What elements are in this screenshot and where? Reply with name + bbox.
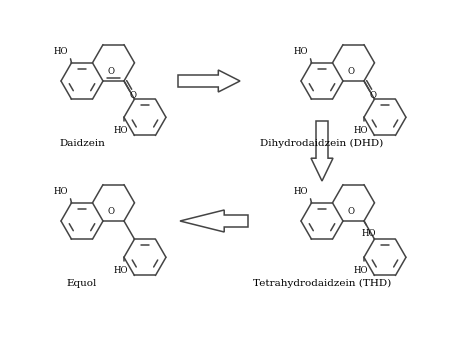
Text: HO: HO bbox=[114, 126, 128, 135]
Text: Equol: Equol bbox=[67, 279, 97, 288]
Text: O: O bbox=[108, 67, 115, 76]
Text: Daidzein: Daidzein bbox=[59, 139, 105, 148]
Polygon shape bbox=[178, 70, 240, 92]
Text: Tetrahydrodaidzein (THD): Tetrahydrodaidzein (THD) bbox=[253, 279, 391, 288]
Text: HO: HO bbox=[54, 47, 69, 56]
Text: Dihydrodaidzein (DHD): Dihydrodaidzein (DHD) bbox=[260, 139, 383, 148]
Text: O: O bbox=[348, 67, 355, 76]
Text: HO: HO bbox=[294, 187, 309, 196]
Text: O: O bbox=[108, 207, 115, 216]
Text: HO: HO bbox=[354, 266, 368, 275]
Text: HO: HO bbox=[362, 228, 376, 238]
Polygon shape bbox=[180, 210, 248, 232]
Text: HO: HO bbox=[294, 47, 309, 56]
Text: HO: HO bbox=[54, 187, 69, 196]
Text: HO: HO bbox=[354, 126, 368, 135]
Text: O: O bbox=[130, 91, 137, 100]
Text: O: O bbox=[348, 207, 355, 216]
Text: HO: HO bbox=[114, 266, 128, 275]
Polygon shape bbox=[311, 121, 333, 181]
Text: O: O bbox=[370, 91, 377, 100]
